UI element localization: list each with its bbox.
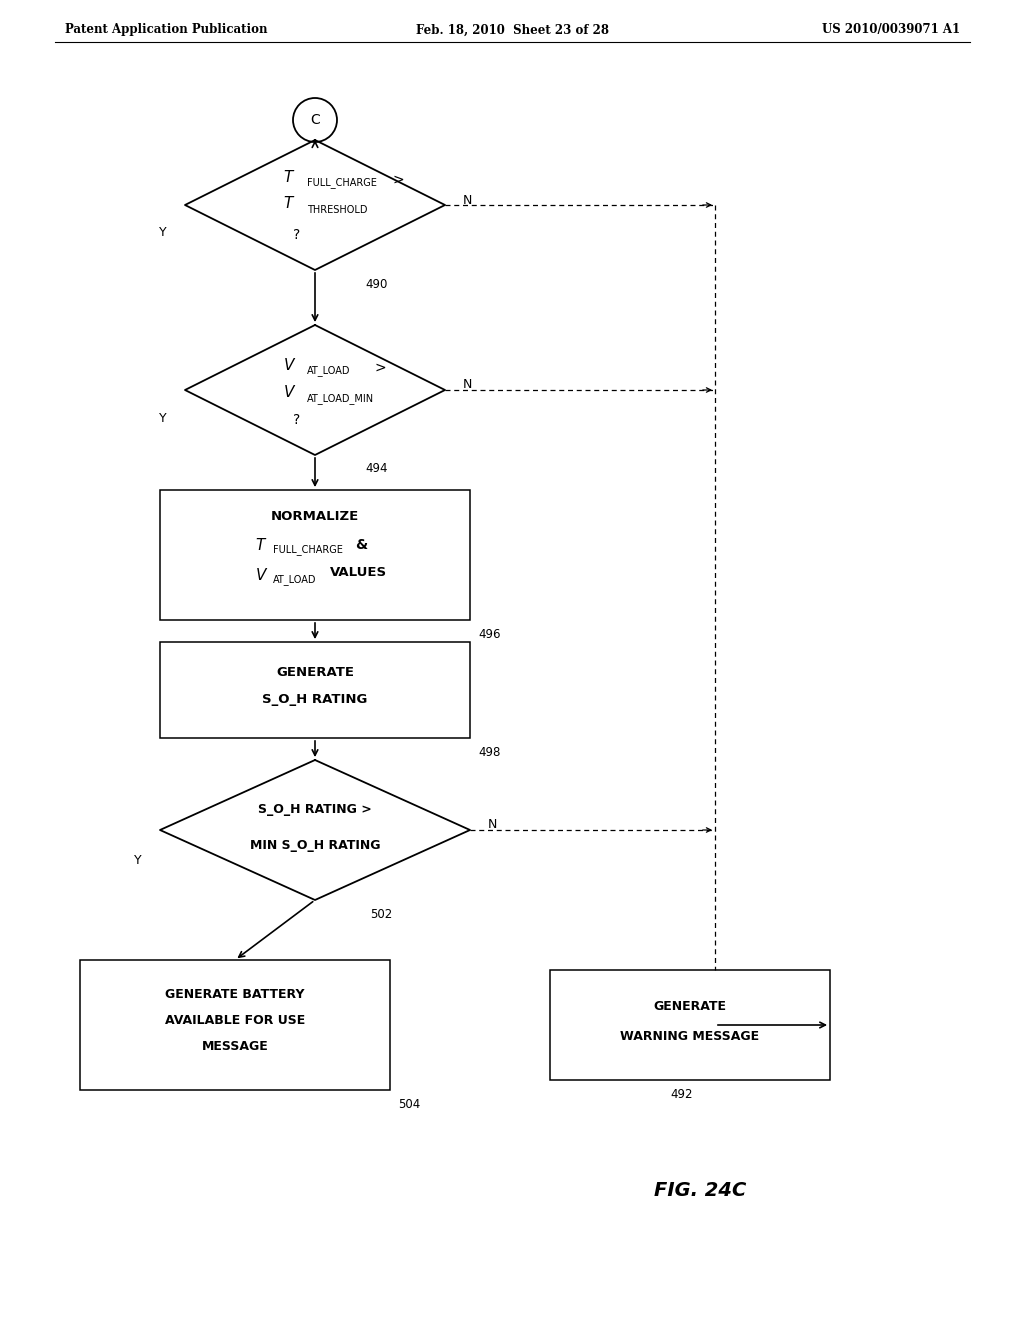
Text: 504: 504: [398, 1097, 420, 1110]
Text: FIG. 24C: FIG. 24C: [654, 1180, 746, 1200]
Text: $\mathit{V}$: $\mathit{V}$: [283, 356, 296, 374]
Text: MESSAGE: MESSAGE: [202, 1040, 268, 1053]
Text: Patent Application Publication: Patent Application Publication: [65, 24, 267, 37]
Text: N: N: [488, 818, 498, 832]
Text: >: >: [375, 360, 387, 375]
Text: AT_LOAD: AT_LOAD: [307, 366, 350, 376]
Text: THRESHOLD: THRESHOLD: [307, 205, 368, 215]
Text: $\mathit{T}$: $\mathit{T}$: [255, 537, 267, 553]
Text: ?: ?: [293, 228, 301, 242]
Text: $\mathit{V}$: $\mathit{V}$: [283, 384, 296, 400]
Text: $\mathit{T}$: $\mathit{T}$: [283, 195, 295, 211]
Text: 494: 494: [365, 462, 387, 475]
Text: S_O_H RATING: S_O_H RATING: [262, 693, 368, 706]
Text: VALUES: VALUES: [330, 566, 387, 579]
Text: N: N: [463, 379, 472, 392]
Text: 490: 490: [365, 277, 387, 290]
Bar: [160, 490, 470, 620]
Text: S_O_H RATING >: S_O_H RATING >: [258, 804, 372, 817]
Text: $\mathit{V}$: $\mathit{V}$: [255, 568, 268, 583]
Text: US 2010/0039071 A1: US 2010/0039071 A1: [822, 24, 961, 37]
Text: >: >: [393, 173, 404, 187]
Text: Feb. 18, 2010  Sheet 23 of 28: Feb. 18, 2010 Sheet 23 of 28: [416, 24, 608, 37]
Text: FULL_CHARGE: FULL_CHARGE: [273, 545, 343, 556]
Text: N: N: [463, 194, 472, 206]
Text: GENERATE: GENERATE: [276, 665, 354, 678]
Bar: [550, 970, 830, 1080]
Text: Y: Y: [134, 854, 142, 866]
Text: Y: Y: [160, 412, 167, 425]
Text: MIN S_O_H RATING: MIN S_O_H RATING: [250, 838, 380, 851]
Text: WARNING MESSAGE: WARNING MESSAGE: [621, 1031, 760, 1044]
Text: &: &: [355, 539, 368, 552]
Text: AT_LOAD: AT_LOAD: [273, 574, 316, 586]
Text: ?: ?: [293, 413, 301, 426]
Text: 496: 496: [478, 627, 501, 640]
Text: AVAILABLE FOR USE: AVAILABLE FOR USE: [165, 1014, 305, 1027]
Text: 502: 502: [370, 908, 392, 920]
Text: C: C: [310, 114, 319, 127]
Text: AT_LOAD_MIN: AT_LOAD_MIN: [307, 393, 374, 404]
Bar: [80, 960, 390, 1090]
Bar: [160, 642, 470, 738]
Text: Y: Y: [160, 227, 167, 239]
Text: NORMALIZE: NORMALIZE: [271, 511, 359, 524]
Text: 492: 492: [670, 1088, 692, 1101]
Text: 498: 498: [478, 746, 501, 759]
Text: $\mathit{T}$: $\mathit{T}$: [283, 169, 295, 185]
Text: FULL_CHARGE: FULL_CHARGE: [307, 178, 377, 189]
Text: GENERATE: GENERATE: [653, 1001, 726, 1014]
Text: GENERATE BATTERY: GENERATE BATTERY: [165, 989, 305, 1002]
